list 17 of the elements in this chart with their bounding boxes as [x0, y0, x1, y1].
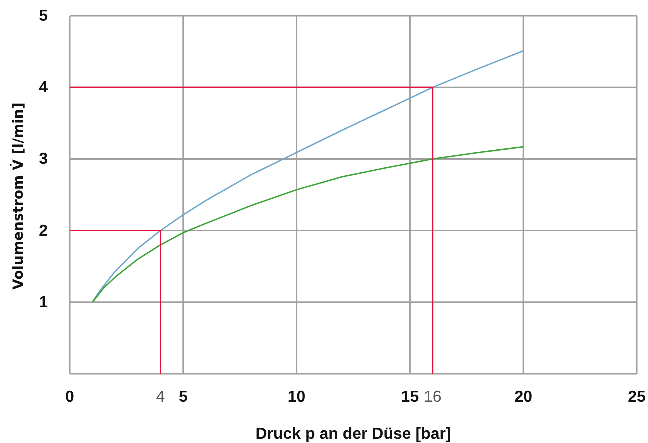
x-tick-label: 16 — [424, 389, 442, 406]
y-tick-label: 1 — [39, 294, 48, 312]
y-axis-title: Volumenstrom V̇ [l/min] — [9, 102, 27, 290]
line-series — [92, 146, 524, 304]
x-tick-label: 20 — [514, 389, 533, 406]
y-tick-label: 3 — [39, 151, 48, 168]
y-tick-label: 4 — [39, 80, 48, 97]
x-tick-label: 0 — [66, 389, 75, 406]
x-axis-title: Druck p an der Düse [bar] — [256, 426, 452, 443]
x-tick-label: 10 — [288, 389, 306, 406]
x-tick-label: 15 — [401, 389, 420, 406]
x-tick-label: 4 — [156, 389, 166, 406]
x-tick-label: 25 — [628, 389, 646, 406]
line-series — [92, 50, 524, 304]
y-tick-label: 2 — [39, 222, 48, 240]
x-tick-label: 5 — [178, 389, 188, 406]
y-tick-label: 5 — [39, 8, 48, 25]
